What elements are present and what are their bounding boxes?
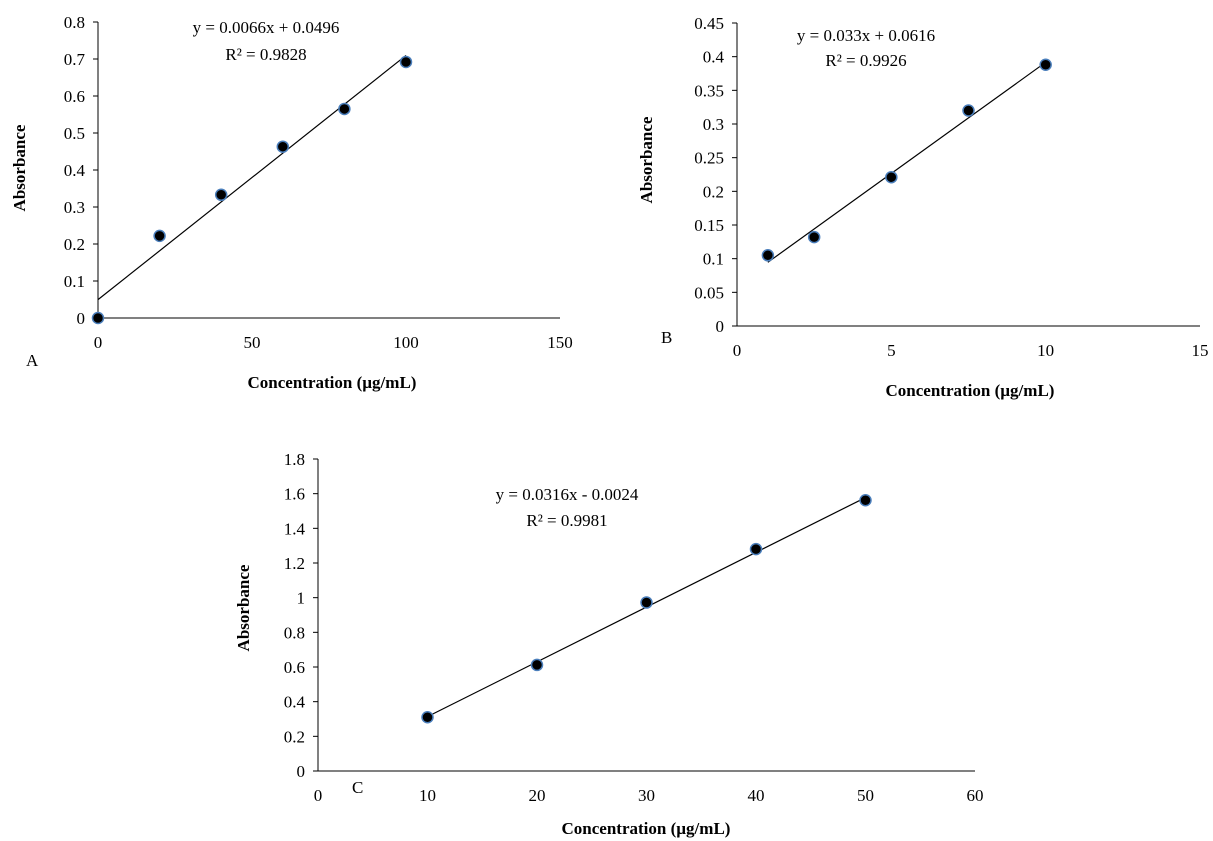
y-axis-title: Absorbance: [10, 124, 29, 211]
y-tick-label: 0: [77, 309, 86, 328]
y-tick-label: 0.2: [703, 182, 724, 201]
y-tick-label: 0.1: [703, 250, 724, 269]
y-tick-label: 1.2: [284, 554, 305, 573]
trendline: [97, 54, 407, 301]
equation-label: y = 0.033x + 0.0616: [797, 26, 935, 45]
x-axis-title: Concentration (µg/mL): [562, 819, 731, 838]
data-point: [1039, 58, 1052, 71]
y-tick-label: 0: [716, 317, 725, 336]
data-point: [338, 102, 351, 116]
data-point: [640, 596, 653, 609]
data-point: [885, 170, 898, 184]
data-point: [276, 140, 290, 153]
x-tick-label: 10: [1037, 341, 1054, 360]
x-tick-label: 60: [967, 786, 984, 805]
y-tick-label: 0.7: [64, 50, 86, 69]
data-point: [214, 188, 228, 202]
data-point: [91, 311, 105, 325]
x-tick-label: 30: [638, 786, 655, 805]
data-point: [399, 55, 413, 69]
y-axis-title: Absorbance: [637, 116, 656, 203]
y-tick-label: 0.4: [64, 161, 86, 180]
x-tick-label: 100: [393, 333, 419, 352]
panel-label: B: [661, 328, 672, 347]
data-point: [962, 104, 975, 117]
y-tick-label: 0.25: [694, 149, 724, 168]
y-tick-label: 0.5: [64, 124, 85, 143]
data-point: [807, 230, 821, 244]
x-axis-title: Concentration (µg/mL): [886, 381, 1055, 400]
trendline: [767, 61, 1047, 263]
r-squared-label: R² = 0.9981: [526, 511, 607, 530]
y-tick-label: 0.15: [694, 216, 724, 235]
x-tick-label: 50: [244, 333, 261, 352]
r-squared-label: R² = 0.9926: [825, 51, 906, 70]
y-tick-label: 1: [297, 589, 306, 608]
data-point: [530, 658, 544, 672]
equation-label: y = 0.0066x + 0.0496: [193, 18, 340, 37]
y-tick-label: 0.4: [703, 48, 725, 67]
y-tick-label: 0.05: [694, 283, 724, 302]
y-tick-label: 0: [297, 762, 306, 781]
y-tick-label: 1.6: [284, 485, 305, 504]
x-tick-label: 0: [733, 341, 742, 360]
y-tick-label: 0.2: [64, 235, 85, 254]
data-point: [421, 711, 434, 724]
x-tick-label: 0: [94, 333, 103, 352]
y-tick-label: 0.8: [284, 623, 305, 642]
x-tick-label: 150: [547, 333, 573, 352]
data-point: [749, 542, 763, 556]
y-tick-label: 0.45: [694, 14, 724, 33]
chart-panel-b: y = 0.033x + 0.0616 R² = 0.9926 Concentr…: [637, 14, 1209, 400]
y-tick-label: 0.6: [64, 87, 85, 106]
y-tick-label: 0.1: [64, 272, 85, 291]
chart-panel-a: y = 0.0066x + 0.0496 R² = 0.9828 Concent…: [10, 13, 573, 392]
equation-label: y = 0.0316x - 0.0024: [496, 485, 639, 504]
y-tick-label: 0.3: [703, 115, 724, 134]
panel-label: C: [352, 778, 363, 797]
data-point: [153, 229, 166, 243]
y-tick-label: 0.8: [64, 13, 85, 32]
y-tick-label: 0.3: [64, 198, 85, 217]
r-squared-label: R² = 0.9828: [225, 45, 306, 64]
x-tick-label: 0: [314, 786, 323, 805]
y-axis-title: Absorbance: [234, 564, 253, 651]
y-tick-label: 1.8: [284, 450, 305, 469]
x-tick-label: 5: [887, 341, 896, 360]
chart-panel-c: y = 0.0316x - 0.0024 R² = 0.9981 Concent…: [234, 450, 984, 838]
x-axis-title: Concentration (µg/mL): [248, 373, 417, 392]
data-point: [761, 249, 775, 262]
data-point: [859, 494, 872, 507]
y-tick-label: 0.4: [284, 693, 306, 712]
x-tick-label: 20: [529, 786, 546, 805]
y-tick-label: 0.6: [284, 658, 305, 677]
x-tick-label: 10: [419, 786, 436, 805]
x-tick-label: 40: [748, 786, 765, 805]
x-tick-label: 15: [1192, 341, 1209, 360]
y-tick-label: 0.35: [694, 81, 724, 100]
panel-label: A: [26, 351, 39, 370]
x-tick-label: 50: [857, 786, 874, 805]
y-tick-label: 1.4: [284, 519, 306, 538]
y-tick-label: 0.2: [284, 727, 305, 746]
